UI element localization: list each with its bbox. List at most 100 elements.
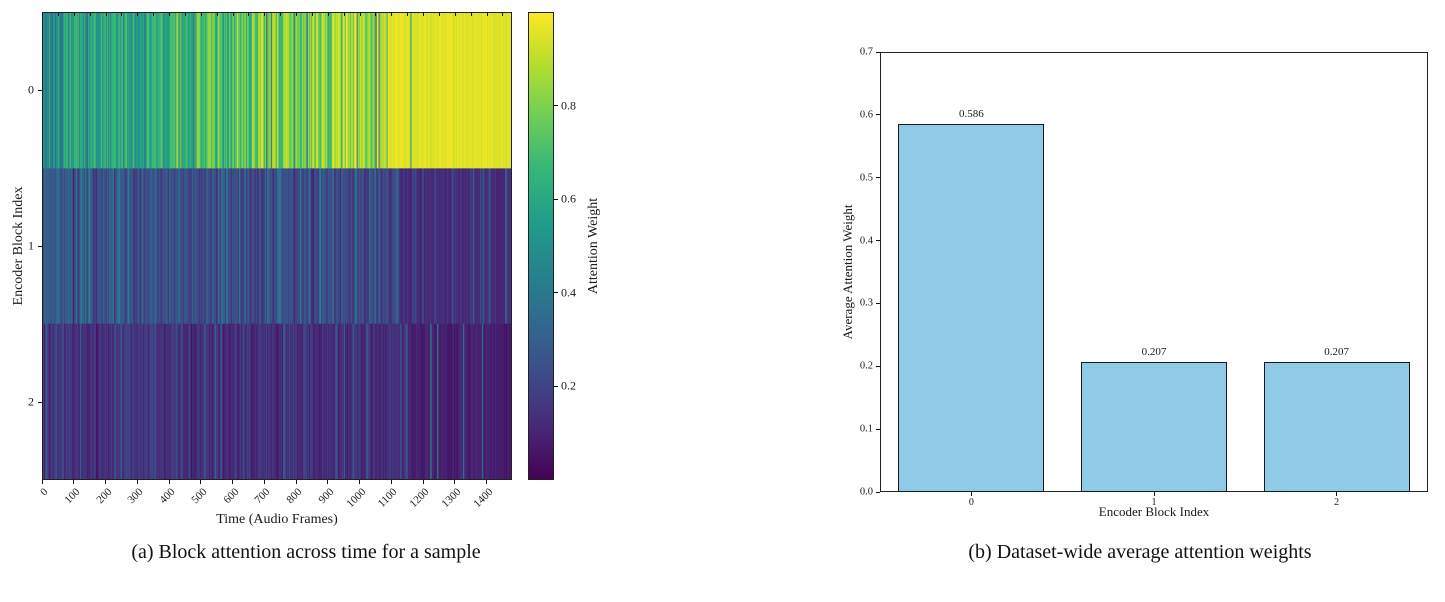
- bar: [1263, 361, 1410, 492]
- x-tick-label: 600: [220, 486, 242, 507]
- bar-x-tick-mark: [1336, 492, 1338, 496]
- x-tick-mark: [41, 480, 43, 484]
- bar-y-tick-label: 0.5: [859, 172, 873, 184]
- colorbar-tick-label: 0.6: [561, 191, 576, 206]
- y-tick-label: 1: [28, 238, 34, 253]
- x-tick-label: 1100: [376, 486, 400, 510]
- bar-y-tick-mark: [876, 491, 880, 493]
- top-minor-tick-mark: [137, 13, 139, 16]
- caption-b: (b) Dataset-wide average attention weigh…: [968, 541, 1312, 563]
- heatmap-subfigure: Encoder Block Index Time (Audio Frames) …: [0, 0, 612, 602]
- x-tick-mark: [168, 480, 170, 484]
- x-tick-mark: [295, 480, 297, 484]
- bar-y-tick-mark: [876, 428, 880, 430]
- top-minor-tick-mark: [216, 13, 218, 16]
- bar-value-label: 0.586: [958, 107, 984, 120]
- top-minor-tick-mark: [105, 13, 107, 16]
- bar-y-tick-mark: [876, 114, 880, 116]
- top-minor-tick-mark: [407, 13, 409, 16]
- top-minor-tick-mark: [232, 13, 234, 16]
- x-tick-label: 1200: [407, 486, 432, 511]
- x-tick-label: 1000: [344, 486, 369, 511]
- bar-y-axis-label: Average Attention Weight: [840, 204, 855, 340]
- colorbar-label: Attention Weight: [586, 197, 601, 295]
- top-minor-tick-mark: [42, 13, 43, 16]
- x-tick-mark: [200, 480, 202, 484]
- bar-y-tick-mark: [876, 177, 880, 179]
- x-tick-mark: [232, 480, 234, 484]
- x-tick-mark: [390, 480, 392, 484]
- colorbar-gradient: [528, 12, 554, 480]
- x-tick-mark: [73, 480, 75, 484]
- bar-y-tick-mark: [876, 51, 880, 53]
- top-minor-tick-mark: [359, 13, 361, 16]
- y-tick-label: 0: [28, 82, 34, 97]
- top-minor-tick-mark: [296, 13, 298, 16]
- top-minor-tick-mark: [327, 13, 329, 16]
- bar: [1080, 361, 1228, 492]
- top-minor-tick-mark: [121, 13, 123, 16]
- heatmap-x-axis-label: Time (Audio Frames): [216, 512, 338, 527]
- colorbar-tick-mark: [554, 292, 558, 294]
- bar: [898, 123, 1045, 492]
- top-minor-tick-mark: [343, 13, 345, 16]
- bar-x-tick-label: 0: [968, 497, 974, 508]
- top-minor-tick-mark: [391, 13, 393, 16]
- x-tick-mark: [422, 480, 424, 484]
- top-minor-tick-mark: [454, 13, 456, 16]
- bar-x-tick-mark: [1153, 492, 1155, 496]
- bar-y-tick-label: 0.0: [859, 486, 873, 498]
- colorbar-tick-label: 0.2: [561, 378, 576, 393]
- top-minor-tick-mark: [280, 13, 282, 16]
- x-tick-mark: [454, 480, 456, 484]
- x-tick-label: 1300: [439, 486, 464, 511]
- colorbar-tick-mark: [554, 105, 558, 107]
- bar-x-tick-label: 2: [1334, 497, 1340, 508]
- top-minor-tick-mark: [184, 13, 186, 16]
- x-tick-mark: [105, 480, 106, 484]
- top-minor-tick-mark: [375, 13, 377, 16]
- bar-x-tick-label: 1: [1151, 497, 1157, 508]
- x-tick-label: 300: [125, 486, 146, 507]
- heatmap-y-axis-label: Encoder Block Index: [11, 186, 26, 306]
- heatmap-canvas: [43, 13, 511, 479]
- colorbar-tick-label: 0.8: [561, 98, 576, 113]
- y-tick-mark: [38, 245, 42, 247]
- colorbar-tick-label: 0.4: [561, 285, 576, 300]
- x-tick-mark: [263, 480, 265, 484]
- x-tick-label: 0: [38, 486, 51, 499]
- top-minor-tick-mark: [169, 13, 171, 16]
- bar-y-tick-mark: [876, 302, 880, 304]
- x-tick-mark: [359, 480, 361, 484]
- x-tick-mark: [327, 480, 329, 484]
- caption-a: (a) Block attention across time for a sa…: [131, 541, 481, 563]
- y-tick-mark: [38, 401, 42, 403]
- x-tick-label: 800: [284, 486, 305, 507]
- x-tick-label: 700: [252, 486, 273, 507]
- bar-y-tick-mark: [876, 365, 880, 367]
- bar-y-tick-label: 0.4: [859, 235, 873, 247]
- bar-x-axis-label: Encoder Block Index: [1098, 504, 1210, 519]
- barchart-subfigure: Average Attention Weight Encoder Block I…: [835, 0, 1445, 602]
- top-minor-tick-mark: [200, 13, 202, 16]
- bar-y-tick-label: 0.1: [859, 423, 873, 435]
- x-tick-label: 400: [157, 486, 178, 507]
- top-minor-tick-mark: [57, 13, 59, 16]
- bar-value-label: 0.207: [1141, 345, 1167, 358]
- bar-y-tick-mark: [876, 240, 880, 242]
- top-minor-tick-mark: [73, 13, 75, 16]
- x-tick-label: 200: [93, 486, 114, 507]
- x-tick-label: 500: [189, 486, 210, 507]
- bar-y-tick-label: 0.7: [859, 46, 873, 58]
- top-minor-tick-mark: [438, 13, 440, 16]
- y-tick-mark: [38, 89, 42, 91]
- x-tick-mark: [486, 480, 488, 484]
- top-minor-tick-mark: [264, 13, 266, 16]
- bar-value-label: 0.207: [1324, 345, 1350, 358]
- x-tick-label: 100: [62, 486, 83, 507]
- top-minor-tick-mark: [311, 13, 313, 16]
- top-minor-tick-mark: [502, 13, 504, 16]
- x-tick-label: 1400: [471, 486, 496, 511]
- top-minor-tick-mark: [486, 13, 488, 16]
